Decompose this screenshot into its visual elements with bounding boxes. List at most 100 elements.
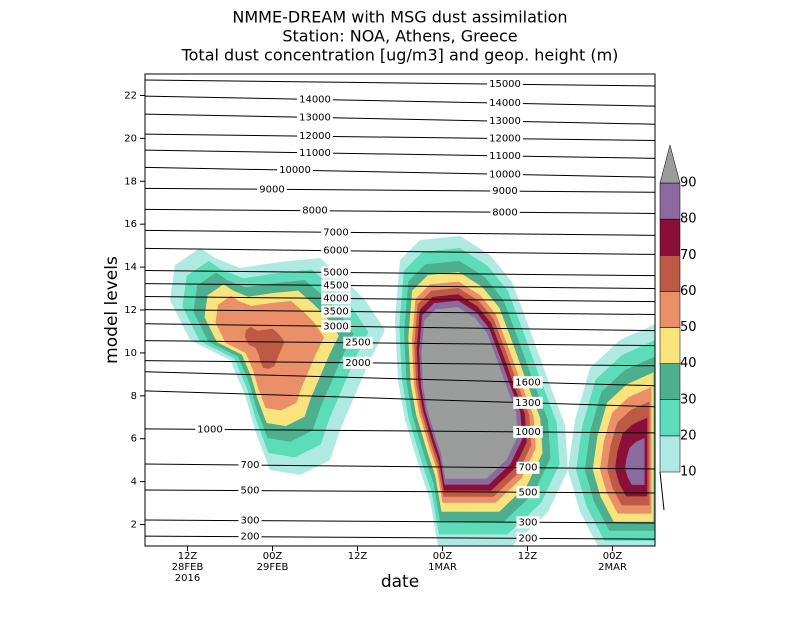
colorbar-band: [659, 291, 681, 328]
colorbar-label: 10: [680, 465, 697, 480]
y-tick-label: 22: [124, 90, 137, 101]
contour-label-bg: [487, 132, 523, 145]
height-contour: [145, 133, 655, 142]
height-contour: [145, 270, 655, 277]
contour-label: 9000: [259, 184, 284, 195]
contour-label: 7000: [323, 227, 348, 238]
y-tick-label: 18: [124, 176, 137, 187]
contour-label-bg: [487, 78, 523, 91]
y-tick-label: 4: [131, 477, 137, 488]
contour-label-bg: [321, 305, 351, 318]
contour-label: 8000: [492, 207, 517, 218]
colorbar: 10 20 30 40 50 60 70 80 90: [659, 144, 697, 480]
contour-label: 3000: [323, 321, 348, 332]
contour-label-bg: [195, 423, 225, 436]
contour-label-bg: [297, 146, 333, 159]
colorbar-band: [659, 182, 681, 220]
colorbar-tail: [659, 471, 665, 511]
contour-label: 500: [240, 486, 259, 497]
height-contour: [145, 489, 655, 494]
contour-label: 13000: [299, 112, 331, 123]
contour-label: 700: [240, 460, 259, 471]
contour-label-bg: [238, 530, 262, 543]
y-tick-label: 6: [131, 434, 137, 445]
height-contour: [145, 390, 655, 408]
contour-label-bg: [513, 396, 543, 409]
contour-label-bg: [257, 183, 287, 196]
colorbar-label: 20: [680, 428, 697, 443]
contour-label: 4000: [323, 293, 348, 304]
contour-label-bg: [321, 226, 351, 239]
colorbar-band: [659, 399, 681, 437]
title: Station: NOA, Athens, Greece: [282, 27, 517, 46]
contour-label: 1600: [515, 377, 540, 388]
contour-label-bg: [490, 206, 520, 219]
contour-label-bg: [238, 459, 262, 472]
contour-label-bg: [238, 514, 262, 527]
contour-label: 4500: [323, 280, 348, 291]
height-contour: [145, 95, 655, 107]
axes: 24681012141618202212Z28FEB201600Z29FEB12…: [124, 90, 627, 584]
y-tick-label: 20: [124, 133, 137, 144]
contour-label: 5000: [323, 267, 348, 278]
height-contour: [145, 340, 655, 347]
colorbar-band: [659, 255, 681, 292]
colorbar-label: 80: [680, 212, 697, 227]
contour-label-bg: [321, 244, 351, 257]
contour-label: 500: [518, 487, 537, 498]
dust-fields: [170, 236, 655, 546]
contour-label: 2000: [345, 358, 370, 369]
contour-label-bg: [516, 516, 540, 529]
contour-label: 700: [518, 463, 537, 474]
x-tick-label: 00Z: [433, 551, 453, 562]
contour-label-bg: [516, 461, 540, 474]
height-contour: [145, 79, 655, 87]
x-tick-label: 28FEB: [172, 562, 204, 573]
contour-label-bg: [343, 336, 373, 349]
title: NMME-DREAM with MSG dust assimilation: [232, 8, 567, 27]
contour-label-bg: [321, 320, 351, 333]
contour-label-bg: [487, 97, 523, 110]
height-contour: [145, 360, 655, 367]
contour-label-bg: [490, 185, 520, 198]
x-axis-label: date: [381, 572, 419, 592]
contour-label-bg: [487, 168, 523, 181]
contour-label-bg: [513, 376, 543, 389]
contour-label: 1000: [515, 427, 540, 438]
y-axis-label: model levels: [102, 256, 122, 364]
y-tick-label: 2: [131, 520, 137, 531]
contour-label: 200: [518, 533, 537, 544]
x-tick-label: 2MAR: [598, 562, 627, 573]
height-contour: [145, 187, 655, 193]
height-contour: [145, 283, 655, 290]
colorbar-label: 70: [680, 248, 697, 263]
contour-label: 200: [240, 532, 259, 543]
contour-label-bg: [321, 292, 351, 305]
height-contour: [145, 229, 655, 236]
height-contour: [145, 295, 655, 303]
height-contour: [145, 428, 655, 434]
height-contour: [145, 208, 655, 214]
height-contour: [145, 535, 655, 540]
contour-label: 1000: [197, 424, 222, 435]
contour-label-bg: [300, 204, 330, 217]
height-contour: [145, 519, 655, 524]
colorbar-band: [659, 363, 681, 400]
colorbar-extend: [659, 144, 681, 184]
x-tick-label: 12Z: [518, 551, 538, 562]
colorbar-label: 50: [680, 320, 697, 335]
dust-region: [421, 307, 518, 479]
contour-label-bg: [516, 486, 540, 499]
contour-label: 300: [518, 517, 537, 528]
contour-label: 10000: [279, 165, 311, 176]
y-tick-label: 16: [124, 219, 137, 230]
height-contour: [145, 166, 655, 178]
x-tick-label: 00Z: [603, 551, 623, 562]
contour-label: 2500: [345, 338, 370, 349]
contour-label: 14000: [299, 94, 331, 105]
contour-label: 14000: [489, 98, 521, 109]
y-tick-label: 10: [124, 348, 137, 359]
colorbar-label: 30: [680, 392, 697, 407]
contour-label: 1300: [515, 398, 540, 409]
